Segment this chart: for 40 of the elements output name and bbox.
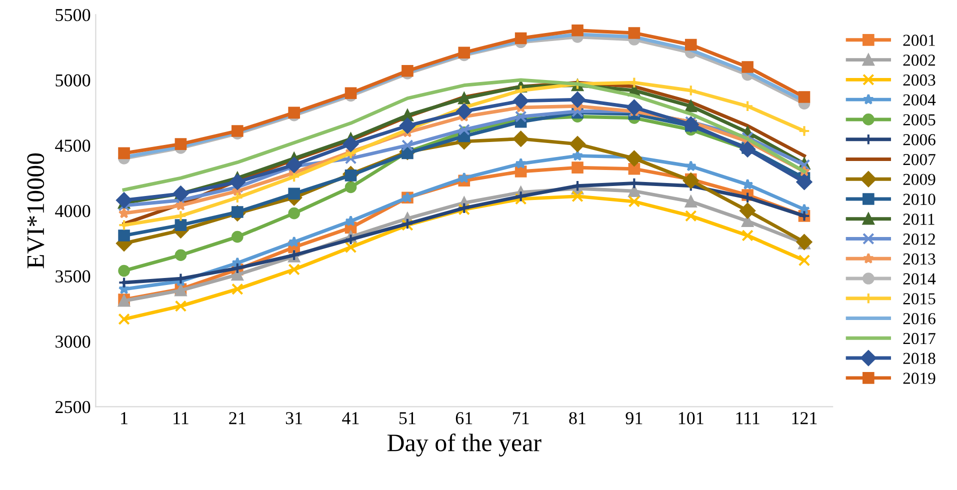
x-tick-label: 11 (174, 412, 188, 424)
y-tick-label: 2500 (56, 400, 90, 414)
x-axis-title: Day of the year (387, 433, 542, 456)
legend-label: 2012 (903, 234, 936, 245)
x-tick-label: 81 (569, 412, 586, 424)
legend-label: 2005 (903, 114, 936, 126)
legend-label: 2006 (903, 134, 936, 146)
legend-label: 2014 (903, 273, 936, 285)
x-tick-label: 31 (286, 412, 302, 424)
y-tick-label: 4000 (55, 204, 90, 218)
x-tick-label: 101 (678, 412, 704, 424)
x-tick-label: 111 (736, 412, 760, 424)
legend-label: 2019 (903, 372, 936, 384)
legend-label: 2017 (903, 332, 936, 344)
x-tick-label: 41 (342, 412, 359, 424)
x-tick-label: 61 (456, 412, 472, 424)
legend-label: 2016 (903, 313, 936, 324)
y-tick-label: 5500 (56, 8, 90, 22)
legend-label: 2002 (903, 54, 936, 66)
y-tick-label: 3500 (56, 270, 90, 282)
y-axis-title: EVI*10000 (27, 153, 44, 268)
y-tick-label: 3000 (56, 336, 90, 348)
x-tick-label: 121 (792, 412, 817, 424)
legend-label: 2015 (903, 293, 936, 304)
legend-label: 2011 (903, 214, 934, 225)
x-tick-label: 21 (229, 412, 246, 424)
legend-label: 2009 (903, 174, 936, 186)
y-tick-label: 4500 (55, 140, 90, 152)
legend-label: 2003 (903, 74, 936, 86)
legend-label: 2001 (903, 34, 935, 46)
x-tick-label: 51 (399, 412, 416, 424)
y-tick-label: 5000 (56, 74, 90, 86)
legend-label: 2013 (903, 253, 936, 265)
legend-label: 2018 (903, 352, 936, 364)
x-tick-label: 1 (121, 412, 128, 424)
x-tick-label: 91 (626, 412, 642, 424)
x-tick-label: 71 (512, 412, 529, 424)
legend-label: 2007 (903, 154, 936, 166)
legend-label: 2010 (903, 194, 936, 205)
legend-label: 2004 (903, 94, 936, 106)
